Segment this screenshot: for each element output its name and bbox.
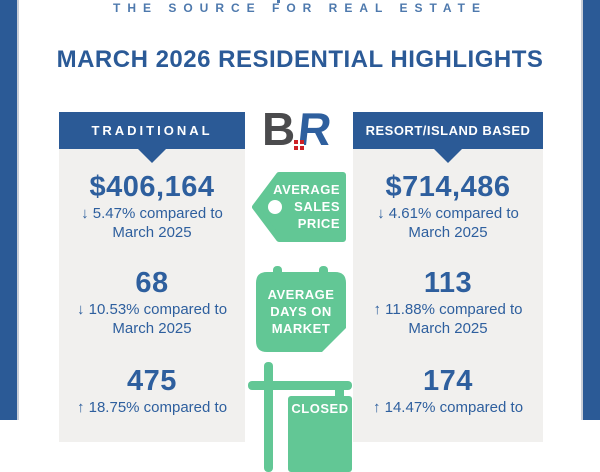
stat-change: ↑ 14.47% compared to <box>372 399 524 416</box>
red-window-icon <box>294 140 304 150</box>
traditional-column: TRADITIONAL <box>59 112 245 442</box>
stat-period: March 2025 <box>112 224 192 241</box>
stat-value: 475 <box>127 365 177 397</box>
cropped-logo-remnant <box>277 0 280 3</box>
label-line: PRICE <box>297 216 340 231</box>
label-line: AVERAGE <box>273 182 340 197</box>
resort-island-column: RESORT/ISLAND BASED <box>353 112 543 442</box>
closed-sign-label: CLOSED <box>291 401 349 416</box>
logo-letter-b: B <box>262 103 296 155</box>
stat-value: $714,486 <box>385 171 511 203</box>
stat-closed-sales-resort: 174 ↑ 14.47% compared to <box>353 364 543 417</box>
closed-sign-icon: CLOSED <box>248 362 352 472</box>
label-line: SALES <box>294 199 340 214</box>
stat-change: ↑ 18.75% compared to <box>76 399 228 416</box>
label-line: AVERAGE <box>267 287 335 302</box>
resort-header-banner: RESORT/ISLAND BASED <box>353 112 543 149</box>
label-line: MARKET <box>271 321 331 336</box>
price-tag-label: AVERAGE SALES PRICE <box>273 181 340 232</box>
label-line: DAYS ON <box>270 304 332 319</box>
stat-value: 68 <box>135 267 169 299</box>
tagline: THE SOURCE FOR REAL ESTATE <box>112 1 487 15</box>
stat-closed-sales-traditional: 475 ↑ 18.75% compared to <box>59 364 245 417</box>
stat-avg-sales-price-traditional: $406,164 ↓ 5.47% compared to March 2025 <box>59 170 245 242</box>
stat-value: 113 <box>423 267 473 299</box>
left-border-bar <box>0 0 19 420</box>
stat-avg-days-resort: 113 ↑ 11.88% compared to March 2025 <box>353 266 543 338</box>
page-title: MARCH 2026 RESIDENTIAL HIGHLIGHTS <box>56 46 544 73</box>
stat-change: ↑ 11.88% compared to <box>373 301 523 318</box>
right-border-bar <box>581 0 600 420</box>
traditional-header-banner: TRADITIONAL <box>59 112 245 149</box>
stat-period: March 2025 <box>408 320 488 337</box>
stat-period: March 2025 <box>112 320 192 337</box>
price-tag-icon: AVERAGE SALES PRICE <box>252 170 350 244</box>
banner-pointer-icon <box>138 149 166 163</box>
calendar-label: AVERAGE DAYS ON MARKET <box>256 286 346 337</box>
stat-change: ↓ 4.61% compared to <box>377 205 519 222</box>
stat-avg-days-traditional: 68 ↓ 10.53% compared to March 2025 <box>59 266 245 338</box>
stat-change: ↓ 5.47% compared to <box>81 205 223 222</box>
banner-pointer-icon <box>434 149 462 163</box>
stat-change: ↓ 10.53% compared to <box>76 301 228 318</box>
brand-logo: B R <box>258 103 342 156</box>
stat-value: 174 <box>423 365 473 397</box>
calendar-icon: AVERAGE DAYS ON MARKET <box>256 266 346 352</box>
stat-value: $406,164 <box>89 171 215 203</box>
stat-avg-sales-price-resort: $714,486 ↓ 4.61% compared to March 2025 <box>353 170 543 242</box>
stat-period: March 2025 <box>408 224 488 241</box>
